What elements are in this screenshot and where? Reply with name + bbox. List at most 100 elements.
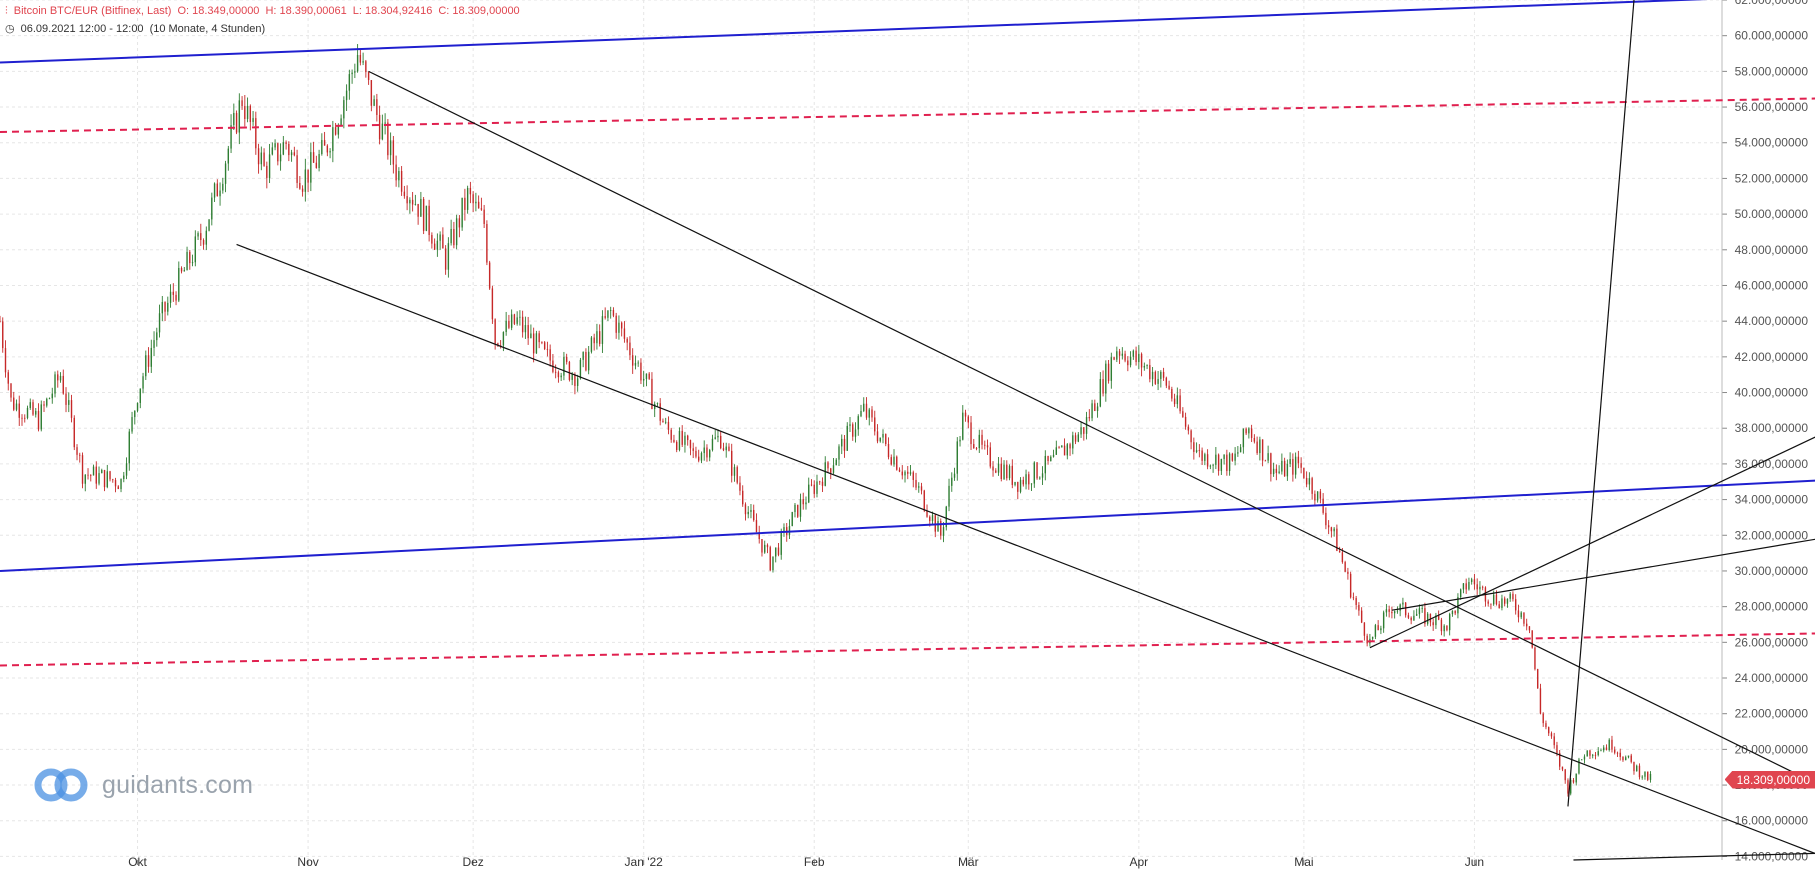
period-range[interactable]: 06.09.2021 12:00 - 12:00 [20, 23, 144, 35]
candle-body [1000, 463, 1002, 480]
instrument-name[interactable]: Bitcoin BTC/EUR (Bitfinex, Last) [13, 5, 172, 17]
candle-body [1036, 462, 1038, 479]
candle-body [521, 316, 524, 333]
candle-body [662, 420, 664, 423]
candle-body [926, 510, 928, 517]
candle-body [984, 444, 986, 446]
candle-body [197, 233, 199, 237]
candle-body [1113, 357, 1115, 360]
candle-body [200, 233, 202, 241]
candle-body [373, 99, 375, 106]
candle-body [420, 198, 422, 217]
candle-body [1473, 579, 1476, 585]
candle-body [26, 407, 29, 418]
candle-body [821, 481, 824, 486]
candle-body [1220, 458, 1223, 471]
candle-body [172, 291, 175, 295]
candle-body [202, 240, 205, 245]
candle-body [937, 520, 939, 532]
candle-body [1168, 385, 1170, 389]
candle-body [959, 439, 961, 442]
x-tick-label: Jan '22 [625, 855, 664, 869]
candle-body [194, 236, 197, 263]
candle-body [362, 61, 364, 63]
candle-body [1209, 465, 1212, 467]
candle-body [378, 114, 381, 140]
y-tick-label: 44.000,00000 [1735, 314, 1809, 328]
candle-body [631, 355, 634, 366]
candle-body [1039, 477, 1041, 479]
candle-body [637, 362, 639, 364]
candle-body [805, 502, 807, 505]
candle-body [942, 527, 945, 536]
candle-body [1143, 366, 1146, 368]
candle-body [285, 142, 287, 144]
candle-body [1605, 747, 1608, 750]
candle-body [1085, 417, 1088, 434]
candle-body [865, 403, 868, 418]
candle-body [150, 347, 152, 367]
candle-body [1022, 479, 1024, 485]
candle-body [1410, 617, 1412, 621]
candle-body [1267, 453, 1269, 461]
candle-body [43, 404, 45, 406]
candle-body [90, 475, 92, 476]
candle-body [389, 140, 392, 156]
candle-body [1363, 622, 1366, 636]
candle-body [609, 310, 612, 311]
candle-body [1622, 756, 1624, 761]
candle-body [367, 72, 370, 81]
candle-body [59, 375, 62, 381]
candle-body [563, 356, 565, 376]
candle-body [1135, 350, 1137, 363]
candle-body [1550, 733, 1553, 737]
candle-body [293, 152, 296, 156]
candle-body [411, 199, 414, 205]
candle-body [1479, 586, 1481, 590]
candle-body [35, 410, 37, 415]
candle-body [571, 374, 573, 380]
candle-body [354, 71, 356, 73]
candle-body [560, 375, 562, 378]
candle-body [1030, 483, 1033, 485]
candle-body [648, 373, 650, 379]
candle-body [664, 421, 667, 423]
candle-body [1011, 465, 1013, 485]
candle-body [948, 485, 950, 507]
candle-body [1341, 552, 1344, 563]
candle-body [131, 417, 133, 432]
candle-body [1025, 474, 1027, 485]
candle-body [1008, 465, 1011, 479]
candle-body [1264, 460, 1267, 462]
candle-body [32, 402, 34, 415]
candle-body [1316, 491, 1319, 501]
candle-body [1440, 619, 1443, 632]
candle-body [1138, 353, 1140, 363]
candle-body [1237, 452, 1239, 454]
candle-body [1330, 527, 1333, 532]
candle-body [1154, 371, 1157, 384]
y-tick-label: 40.000,00000 [1735, 386, 1809, 400]
candle-body [266, 165, 268, 178]
candle-body [1399, 604, 1401, 611]
candle-body [282, 142, 285, 155]
candle-body [271, 147, 274, 155]
candle-body [1124, 353, 1126, 361]
candle-body [343, 100, 345, 119]
candle-body [907, 471, 909, 474]
candle-body [1121, 353, 1124, 356]
candle-body [808, 484, 810, 503]
candle-body [1212, 464, 1214, 466]
candle-body [549, 349, 551, 361]
candle-body [783, 527, 785, 532]
candle-body [1413, 615, 1415, 621]
candle-body [288, 143, 290, 156]
candle-body [1536, 669, 1539, 689]
candle-body [191, 262, 194, 264]
candle-body [98, 473, 100, 484]
candle-body [640, 362, 642, 381]
candle-body [208, 219, 210, 231]
candle-body [852, 424, 854, 437]
